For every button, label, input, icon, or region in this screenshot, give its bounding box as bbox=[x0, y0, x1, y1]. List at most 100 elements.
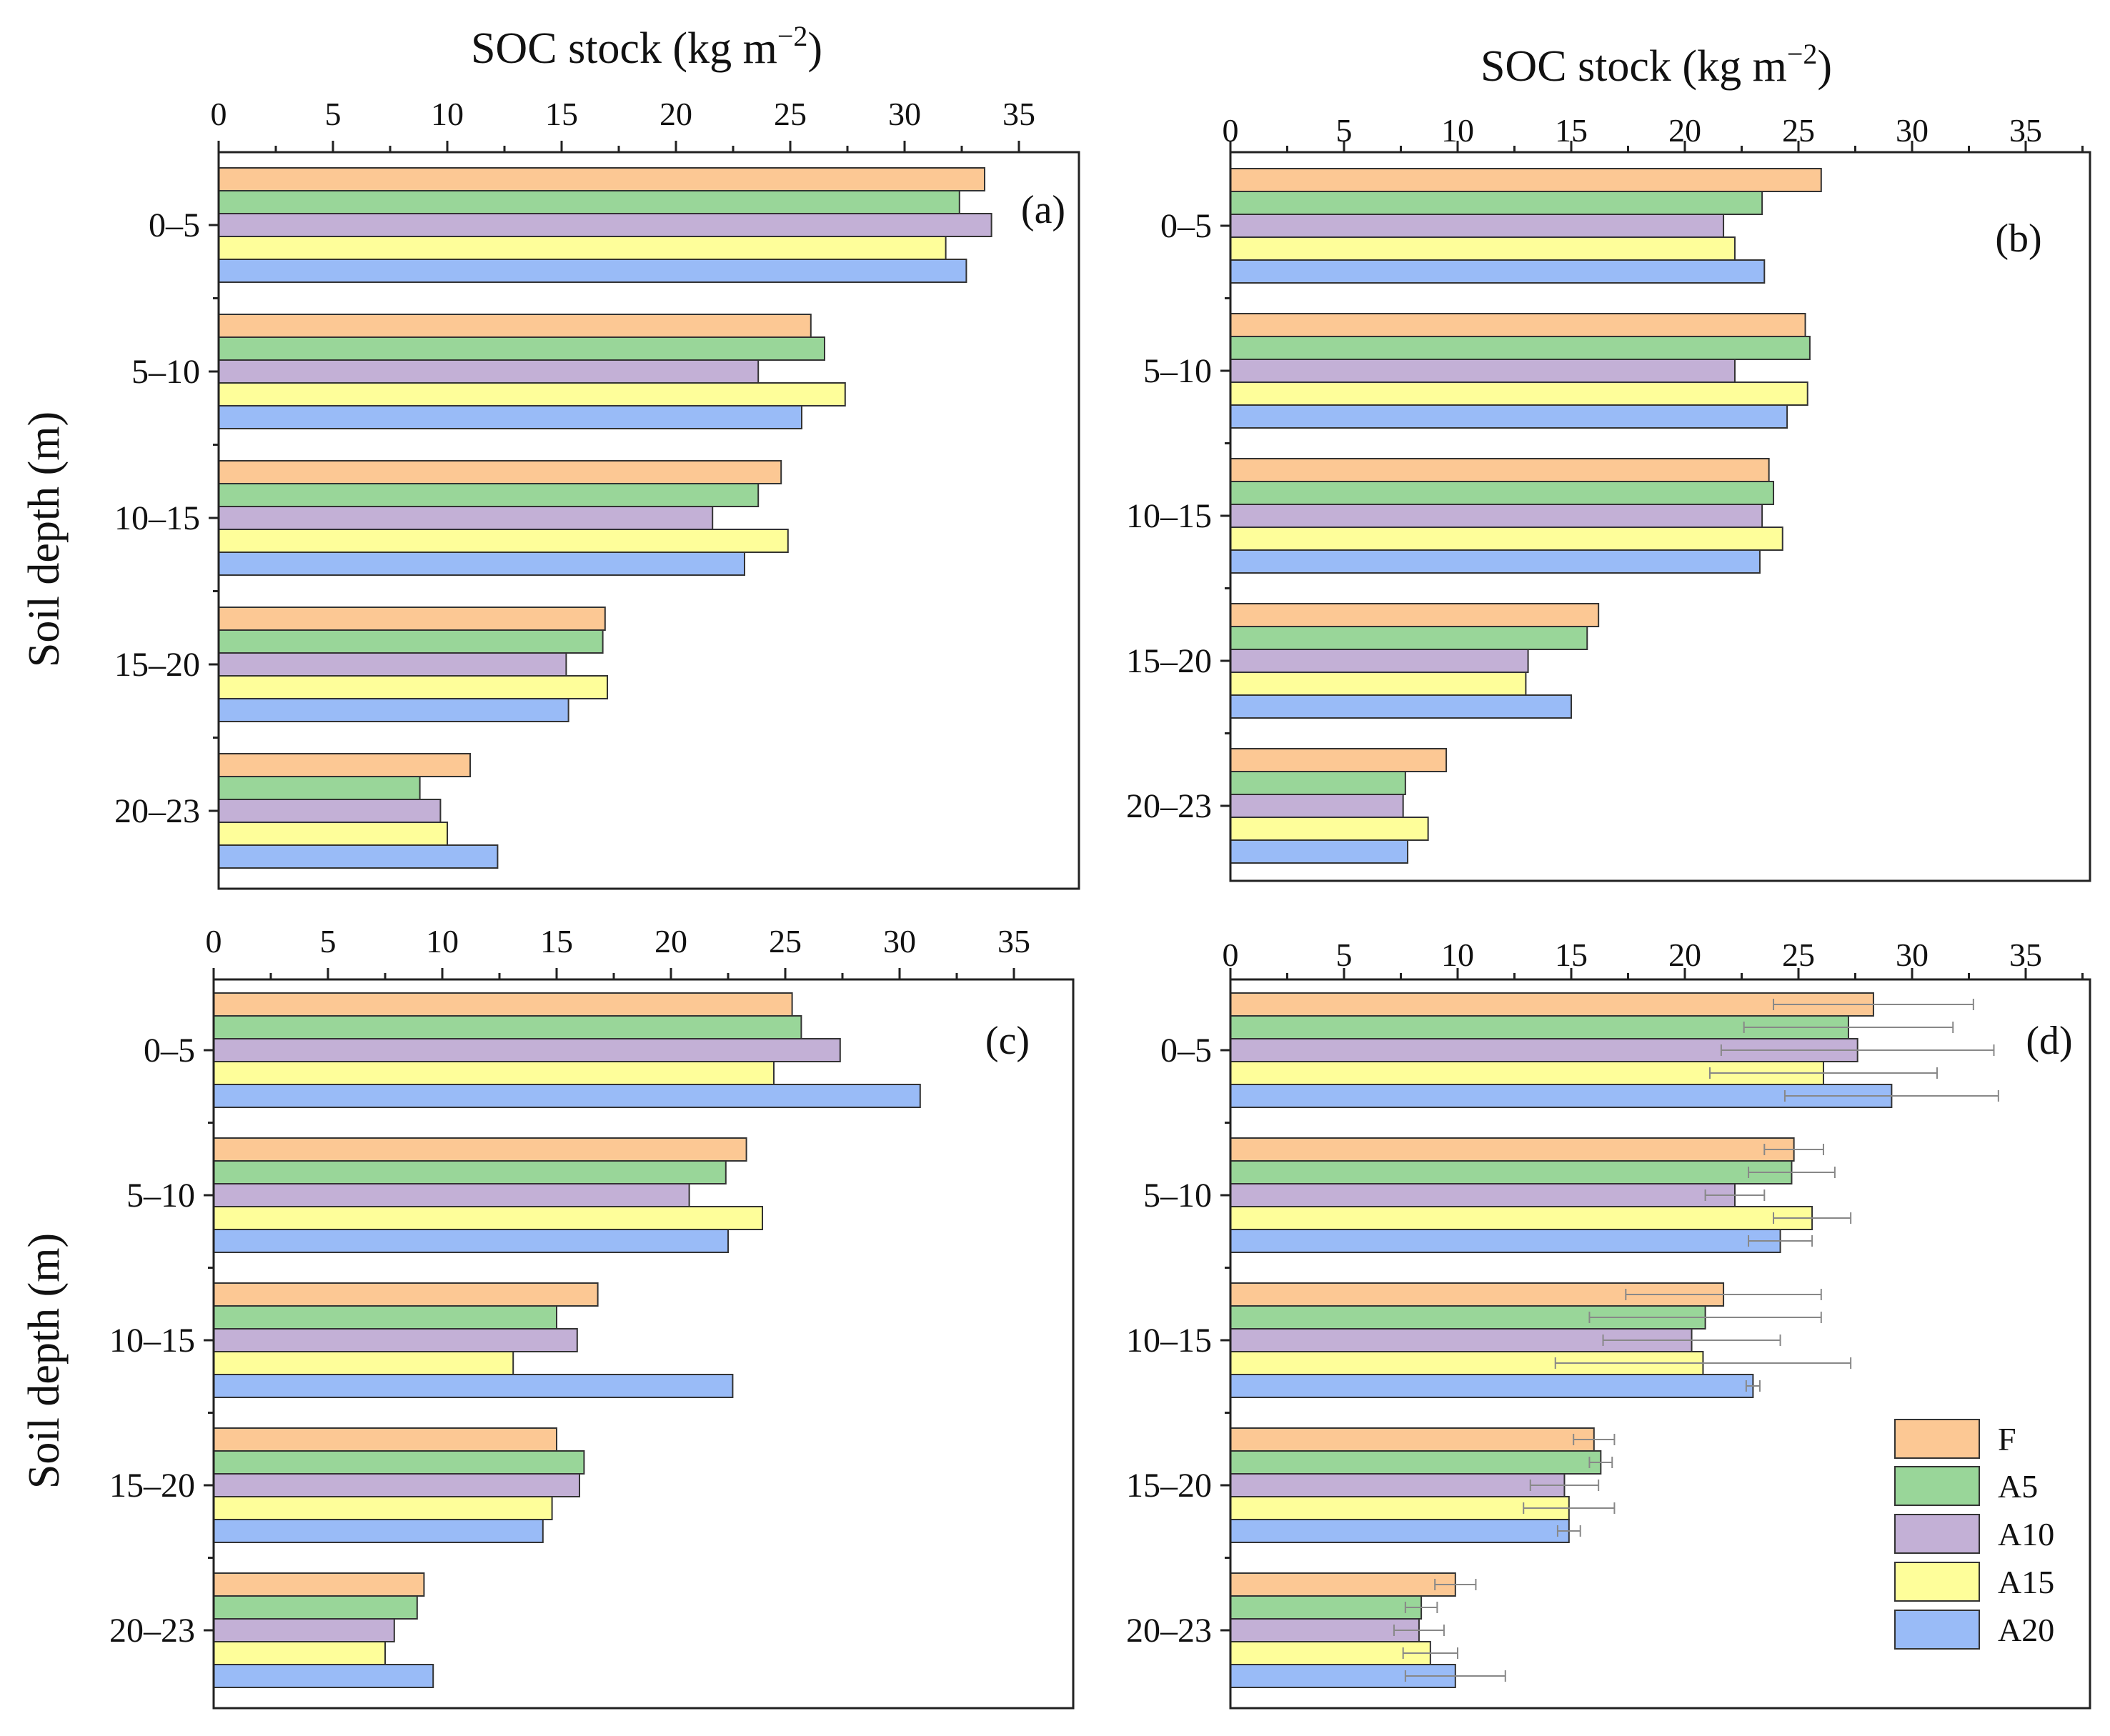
plot-frame-d bbox=[1229, 978, 2091, 1710]
bar-c-a15-0 bbox=[213, 1061, 775, 1085]
error-bar-d-a20-3 bbox=[1556, 1525, 1581, 1537]
bar-c-f-1 bbox=[213, 1137, 747, 1162]
bar-a-f-3 bbox=[218, 607, 606, 631]
bar-c-a15-2 bbox=[213, 1351, 514, 1375]
x-tick-label-d-30: 30 bbox=[1896, 937, 1929, 973]
bar-b-a15-2 bbox=[1230, 527, 1783, 551]
bar-a-a5-1 bbox=[218, 336, 825, 361]
top-axis-title-left: SOC stock (kg m−2) bbox=[471, 20, 822, 73]
x-tick-label-d-15: 15 bbox=[1555, 937, 1588, 973]
legend-label-a15: A15 bbox=[1998, 1564, 2054, 1600]
x-tick-label-b-30: 30 bbox=[1896, 112, 1929, 149]
error-bar-d-a15-2 bbox=[1554, 1357, 1852, 1369]
bar-b-a15-4 bbox=[1230, 817, 1429, 841]
bar-d-f-3 bbox=[1230, 1427, 1595, 1452]
bar-c-a20-1 bbox=[213, 1229, 729, 1253]
error-bar-d-a20-0 bbox=[1783, 1090, 1999, 1102]
bar-c-a10-2 bbox=[213, 1328, 578, 1352]
category-label-d-0: 0–5 bbox=[1160, 1032, 1212, 1069]
bar-c-f-4 bbox=[213, 1572, 425, 1597]
bar-a-a15-2 bbox=[218, 529, 789, 553]
bar-a-a15-4 bbox=[218, 822, 448, 846]
category-label-c-4: 20–23 bbox=[109, 1612, 195, 1650]
bar-d-a10-1 bbox=[1230, 1183, 1736, 1207]
error-bar-d-a15-4 bbox=[1402, 1647, 1458, 1659]
x-tick-label-a-35: 35 bbox=[1002, 96, 1035, 132]
bar-c-a5-0 bbox=[213, 1015, 802, 1039]
plot-frame-a bbox=[217, 151, 1080, 890]
legend-swatch-a10 bbox=[1894, 1514, 1980, 1554]
legend-swatch-a15 bbox=[1894, 1562, 1980, 1602]
y-axis-title-bottom: Soil depth (m) bbox=[20, 1233, 69, 1489]
bar-b-a20-4 bbox=[1230, 839, 1409, 864]
category-label-c-1: 5–10 bbox=[126, 1177, 195, 1214]
bar-d-a10-4 bbox=[1230, 1618, 1420, 1642]
bar-b-f-4 bbox=[1230, 748, 1448, 772]
bar-a-a10-2 bbox=[218, 506, 714, 530]
bar-c-a10-1 bbox=[213, 1183, 690, 1207]
bar-b-a10-2 bbox=[1230, 504, 1763, 528]
bar-b-a5-3 bbox=[1230, 626, 1588, 650]
bar-d-a5-1 bbox=[1230, 1160, 1793, 1184]
plot-frame-b bbox=[1229, 151, 2091, 882]
category-label-c-0: 0–5 bbox=[144, 1032, 195, 1069]
legend-swatch-a5 bbox=[1894, 1466, 1980, 1506]
bar-c-a5-3 bbox=[213, 1450, 585, 1475]
bar-b-a10-0 bbox=[1230, 214, 1725, 238]
bar-a-a10-1 bbox=[218, 359, 760, 384]
legend: F A5 A10 A15 A20 bbox=[1894, 1419, 2054, 1650]
bar-a-a5-0 bbox=[218, 190, 960, 214]
bar-c-f-0 bbox=[213, 992, 793, 1017]
legend-label-a5: A5 bbox=[1998, 1468, 2038, 1505]
x-tick-label-d-25: 25 bbox=[1782, 937, 1815, 973]
error-bar-d-f-2 bbox=[1625, 1289, 1822, 1300]
bar-d-a15-1 bbox=[1230, 1206, 1813, 1230]
bar-d-a20-1 bbox=[1230, 1229, 1781, 1253]
error-bar-d-a5-1 bbox=[1748, 1167, 1836, 1178]
x-tick-label-a-30: 30 bbox=[888, 96, 921, 132]
y-axis-title-top: Soil depth (m) bbox=[20, 411, 69, 667]
bar-d-a15-3 bbox=[1230, 1496, 1570, 1520]
x-tick-label-a-5: 5 bbox=[325, 96, 342, 132]
bar-b-f-3 bbox=[1230, 603, 1600, 627]
x-tick-label-b-15: 15 bbox=[1555, 112, 1588, 149]
bar-b-a10-3 bbox=[1230, 649, 1529, 673]
bar-c-a5-2 bbox=[213, 1305, 557, 1330]
error-bar-d-a20-4 bbox=[1404, 1670, 1506, 1682]
panel-letter-c: (c) bbox=[985, 1019, 1030, 1063]
x-tick-label-c-25: 25 bbox=[769, 923, 802, 959]
bar-b-a20-3 bbox=[1230, 694, 1572, 719]
x-tick-label-a-0: 0 bbox=[211, 96, 227, 132]
bar-c-f-2 bbox=[213, 1282, 599, 1307]
bar-a-a15-0 bbox=[218, 236, 947, 260]
bar-d-a15-4 bbox=[1230, 1641, 1431, 1665]
bar-a-f-2 bbox=[218, 460, 782, 484]
bar-c-a10-4 bbox=[213, 1618, 395, 1642]
panel-c: 0–5 5–10 10–15 15–20 20–23 0 5 10 15 20 25 30 35 (c) bbox=[109, 923, 1075, 1710]
error-bar-d-f-0 bbox=[1773, 999, 1974, 1010]
bar-b-a20-2 bbox=[1230, 549, 1761, 574]
bar-d-a20-2 bbox=[1230, 1374, 1754, 1398]
category-label-a-3: 15–20 bbox=[114, 646, 200, 684]
error-bar-d-a20-2 bbox=[1745, 1380, 1761, 1392]
error-bar-d-a10-4 bbox=[1393, 1625, 1445, 1636]
bar-a-a15-1 bbox=[218, 382, 846, 406]
x-tick-label-c-35: 35 bbox=[997, 923, 1030, 959]
bar-b-a5-1 bbox=[1230, 336, 1811, 360]
bar-b-f-2 bbox=[1230, 458, 1770, 482]
category-label-a-4: 20–23 bbox=[114, 792, 200, 830]
bar-c-a10-3 bbox=[213, 1473, 580, 1497]
x-tick-label-a-20: 20 bbox=[660, 96, 692, 132]
x-tick-label-a-25: 25 bbox=[774, 96, 807, 132]
category-label-d-4: 20–23 bbox=[1126, 1612, 1212, 1650]
x-tick-label-b-5: 5 bbox=[1336, 112, 1353, 149]
bar-c-a20-4 bbox=[213, 1664, 434, 1688]
category-label-b-1: 5–10 bbox=[1143, 352, 1212, 390]
panel-a: 0–5 5–10 10–15 15–20 20–23 0 5 10 15 20 25 30 35 (a) bbox=[114, 96, 1080, 890]
bar-a-a20-1 bbox=[218, 405, 802, 429]
error-bar-d-a5-4 bbox=[1404, 1602, 1438, 1613]
x-tick-label-d-5: 5 bbox=[1336, 937, 1353, 973]
error-bar-d-a10-0 bbox=[1720, 1044, 1995, 1056]
error-bar-d-a15-1 bbox=[1773, 1212, 1852, 1224]
